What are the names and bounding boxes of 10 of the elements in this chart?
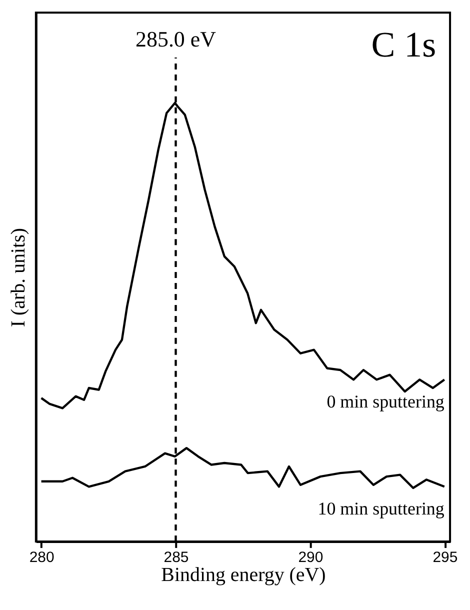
text: C 1s [371,24,436,65]
series-label: 10 min sputtering [318,498,444,519]
series-label: 0 min sputtering [326,392,444,412]
x-tick-label: 280 [29,548,54,566]
ref-line-label: 285.0 eV [136,26,216,52]
x-tick-label: 285 [164,548,189,566]
x-tick-label: 295 [432,548,458,566]
x-tick-label: 290 [298,548,324,566]
x-axis-title: Binding energy (eV) [161,564,326,586]
y-axis-title: I (arb. units) [7,228,30,328]
